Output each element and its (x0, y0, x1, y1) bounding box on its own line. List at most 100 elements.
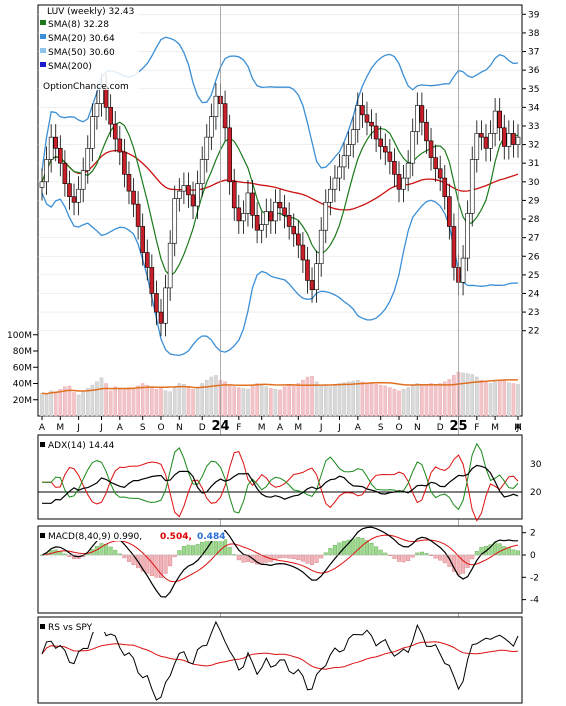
adx-tick-20: 20 (530, 488, 542, 498)
volume-bar (397, 390, 401, 417)
candle-body (392, 161, 397, 175)
macd-histogram-bar (378, 549, 383, 556)
volume-bar (484, 381, 488, 417)
candle-body (346, 144, 351, 157)
price-tick-label: 39 (528, 10, 540, 20)
candle-body (341, 155, 347, 168)
volume-bar (204, 380, 209, 417)
macd-tick-label: -2 (530, 573, 539, 583)
volume-bar (99, 377, 104, 417)
macd-histogram-bar (181, 546, 186, 556)
volume-bar (269, 388, 273, 417)
time-axis-label: M (514, 423, 522, 433)
volume-bar (497, 380, 502, 417)
macd-histogram-bar (506, 547, 511, 556)
candle-body (277, 201, 283, 209)
candle-body (144, 252, 150, 268)
time-axis-label: J (516, 423, 520, 433)
volume-bar (81, 390, 85, 417)
volume-bar (49, 390, 53, 417)
macd-histogram-bar (502, 546, 507, 556)
volume-bar (241, 388, 246, 417)
candle-body (108, 107, 113, 125)
volume-bar (452, 375, 456, 417)
candle-body (396, 174, 402, 190)
candle-body (263, 211, 269, 225)
price-tick-label: 22 (528, 327, 539, 337)
volume-bar (163, 390, 168, 417)
volume-bar (369, 383, 374, 417)
price-tick-label: 35 (528, 85, 539, 95)
volume-bar (140, 383, 145, 417)
legend: LUV (weekly) 32.43 SMA(8) 32.28 SMA(20) 3… (39, 6, 139, 92)
candle-body (369, 121, 374, 127)
time-axis-label: O (157, 423, 164, 433)
candle-body (62, 162, 68, 184)
candle-body (71, 196, 77, 203)
macd-histogram-bar (497, 543, 502, 556)
candle-body (447, 196, 452, 227)
candle-body (309, 280, 315, 291)
rs-average-line (41, 641, 519, 670)
time-axis-label: M (294, 423, 302, 433)
candle-body (479, 133, 484, 138)
adx-plus-di-line (42, 442, 519, 514)
candle-body (227, 127, 232, 183)
volume-bar (232, 386, 237, 417)
volume-bar (191, 388, 195, 417)
volume-bar (85, 388, 90, 417)
macd-histogram-bar (259, 554, 264, 565)
volume-bar (172, 387, 177, 417)
volume-bar (76, 394, 81, 417)
time-axis-label: M (56, 423, 64, 433)
macd-histogram-bar (273, 554, 278, 560)
candle-body (465, 213, 470, 259)
macd-tick-label: -4 (530, 596, 539, 606)
candle-body (497, 110, 502, 129)
candle-body (76, 188, 81, 203)
time-axis-label: S (378, 423, 384, 433)
macd-histogram-bar (191, 545, 196, 556)
volume-tick-label: 80M (13, 347, 32, 357)
volume-bar (333, 384, 337, 417)
candle-body (501, 127, 507, 147)
volume-bar (287, 384, 291, 417)
candle-body (442, 177, 448, 197)
volume-tick-label: 100M (7, 331, 32, 341)
volume-bar (67, 385, 72, 417)
candle-body (286, 215, 292, 227)
candle-body (199, 159, 205, 184)
volume-bar (488, 383, 493, 417)
volume-bar (72, 392, 76, 417)
volume-bar (342, 382, 346, 417)
macd-hist-value: 0.484 (197, 532, 225, 542)
time-axis-label: J (337, 423, 341, 433)
adx-tick-30: 30 (530, 460, 542, 470)
volume-bar (53, 391, 58, 417)
volume-bar (250, 384, 255, 417)
volume-bar (127, 387, 131, 417)
candle-body (231, 181, 237, 209)
volume-bar (424, 384, 429, 417)
volume-bar (410, 384, 415, 417)
volume-bar (516, 384, 520, 417)
macd-histogram-bar (291, 554, 296, 560)
macd-axis: 2 0 -2 -4 (38, 529, 539, 606)
bollinger-lower-band (41, 192, 519, 357)
volume-bar (104, 383, 108, 417)
legend-swatch (40, 20, 46, 25)
macd-histogram-bar (433, 554, 438, 559)
time-axis-label: F (474, 423, 479, 433)
volume-bar (255, 383, 259, 417)
volume-bar (108, 390, 113, 417)
candle-body (209, 116, 214, 138)
time-axis-label: A (355, 423, 362, 433)
macd-histogram-bar (104, 544, 109, 556)
macd-histogram-bar (328, 548, 333, 556)
volume-bar (319, 384, 323, 417)
macd-histogram-bar (99, 543, 104, 556)
candle-body (360, 105, 365, 116)
macd-histogram-bar (319, 554, 324, 559)
candle-body (424, 121, 429, 142)
candle-body (328, 188, 333, 203)
